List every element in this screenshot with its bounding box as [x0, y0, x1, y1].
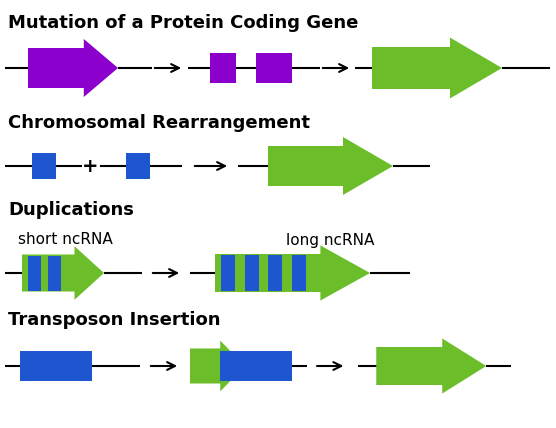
Polygon shape [376, 339, 486, 394]
Bar [20, 351, 92, 381]
Bar [221, 255, 235, 291]
Text: Mutation of a Protein Coding Gene: Mutation of a Protein Coding Gene [8, 14, 359, 32]
Polygon shape [268, 137, 393, 195]
Polygon shape [28, 39, 118, 97]
Text: long ncRNA: long ncRNA [286, 232, 374, 247]
Polygon shape [372, 38, 502, 98]
Bar [245, 255, 259, 291]
Polygon shape [22, 246, 104, 300]
Text: Chromosomal Rearrangement: Chromosomal Rearrangement [8, 114, 310, 132]
Bar [126, 153, 150, 179]
Polygon shape [190, 341, 245, 391]
Text: Transposon Insertion: Transposon Insertion [8, 311, 221, 329]
Bar [210, 53, 236, 83]
Bar [220, 351, 292, 381]
Polygon shape [215, 245, 370, 300]
Text: +: + [82, 157, 98, 175]
Text: short ncRNA: short ncRNA [18, 232, 112, 247]
Text: Duplications: Duplications [8, 201, 134, 219]
Bar [48, 256, 61, 291]
Bar [32, 153, 56, 179]
Bar [256, 53, 292, 83]
Bar [268, 255, 282, 291]
Bar [291, 255, 305, 291]
Bar [28, 256, 41, 291]
